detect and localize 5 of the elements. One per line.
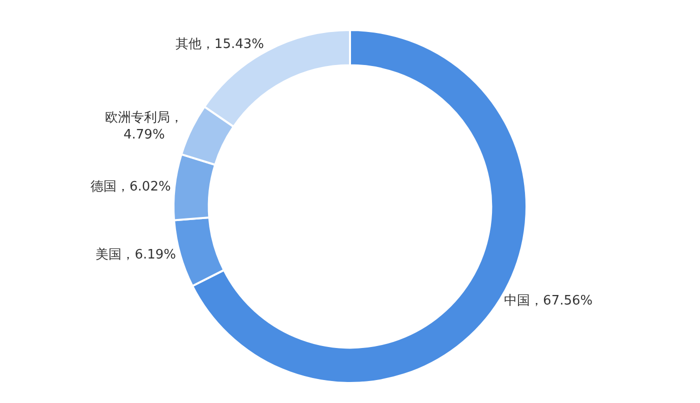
slice-label: 中国，67.56% bbox=[504, 294, 593, 309]
slice-label: 欧洲专利局， 4.79% bbox=[105, 110, 184, 143]
slice-label: 美国，6.19% bbox=[96, 246, 176, 263]
slice-label: 德国，6.02% bbox=[90, 179, 171, 194]
slice-label: 其他，15.43% bbox=[175, 36, 264, 52]
